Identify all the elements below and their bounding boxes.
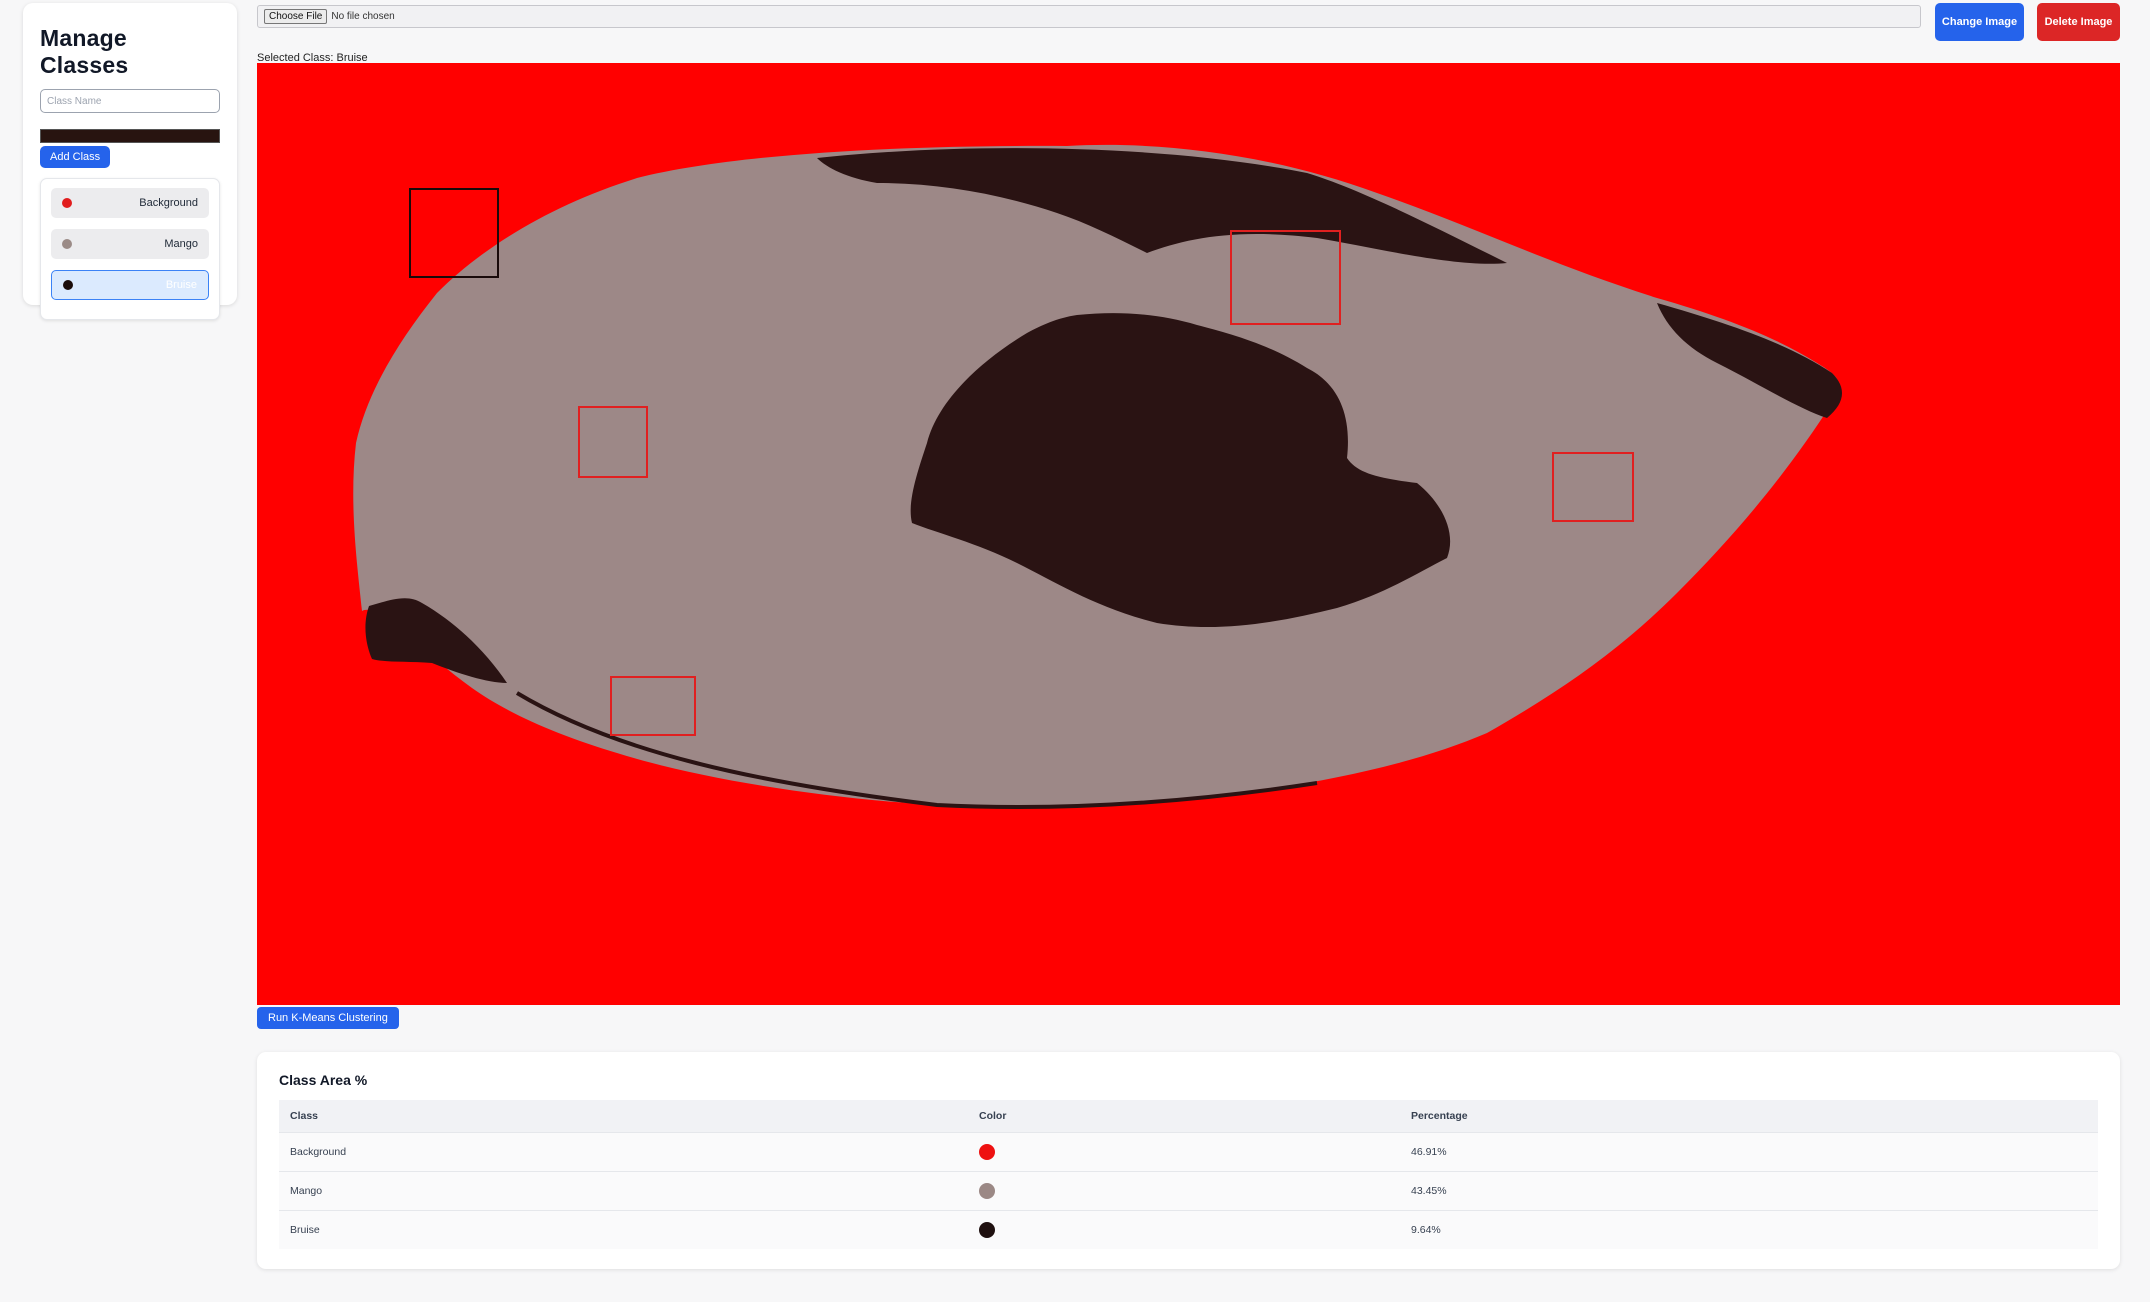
bruise-top-edge	[817, 148, 1507, 264]
cell-class: Bruise	[279, 1210, 968, 1249]
file-input[interactable]: Choose File No file chosen	[257, 5, 1921, 28]
class-item-label: Mango	[164, 238, 198, 250]
table-row: Background 46.91%	[279, 1132, 2098, 1172]
table-header-row: Class Color Percentage	[279, 1100, 2098, 1133]
color-dot	[979, 1183, 995, 1199]
class-color-dot	[62, 198, 72, 208]
run-kmeans-button[interactable]: Run K-Means Clustering	[257, 1007, 399, 1029]
class-item-label: Background	[139, 197, 198, 209]
cell-class: Background	[279, 1132, 968, 1172]
cell-percentage: 9.64%	[1400, 1210, 2098, 1249]
selected-class-label: Selected Class: Bruise	[257, 52, 368, 64]
class-color-dot	[62, 239, 72, 249]
color-dot	[979, 1144, 995, 1160]
annotation-box	[1552, 452, 1634, 522]
cell-color	[968, 1210, 1400, 1249]
class-item-bruise[interactable]: Bruise	[51, 270, 209, 300]
header-class: Class	[279, 1100, 968, 1133]
class-area-table: Class Color Percentage Background 46.91%…	[279, 1100, 2098, 1249]
manage-classes-panel: Manage Classes Add Class Background Mang…	[23, 3, 237, 320]
class-area-card: Class Area % Class Color Percentage Back…	[257, 1052, 2120, 1269]
table-row: Bruise 9.64%	[279, 1210, 2098, 1249]
bruise-central-region	[910, 313, 1451, 628]
delete-image-button[interactable]: Delete Image	[2037, 3, 2120, 41]
cell-percentage: 43.45%	[1400, 1171, 2098, 1211]
header-color: Color	[968, 1100, 1400, 1133]
cell-color	[968, 1171, 1400, 1211]
table-row: Mango 43.45%	[279, 1171, 2098, 1211]
annotation-box	[1230, 230, 1341, 325]
cell-percentage: 46.91%	[1400, 1132, 2098, 1172]
file-status-text: No file chosen	[331, 11, 395, 22]
color-dot	[979, 1222, 995, 1238]
panel-title: Manage Classes	[40, 25, 129, 78]
change-image-button[interactable]: Change Image	[1935, 3, 2024, 41]
bruise-bottom-edge	[515, 691, 1318, 809]
annotation-box	[409, 188, 499, 278]
annotation-box	[578, 406, 648, 478]
class-area-title: Class Area %	[279, 1072, 368, 1088]
segmentation-canvas[interactable]	[257, 63, 2120, 1005]
class-list: Background Mango Bruise	[40, 178, 220, 320]
class-item-label: Bruise	[165, 279, 197, 291]
cell-class: Mango	[279, 1171, 968, 1211]
header-percentage: Percentage	[1400, 1100, 2098, 1133]
class-name-input[interactable]	[40, 89, 220, 113]
class-item-background[interactable]: Background	[51, 188, 209, 218]
segmentation-image	[257, 63, 2120, 1005]
add-class-button[interactable]: Add Class	[40, 146, 111, 168]
class-color-dot	[63, 280, 73, 290]
annotation-box	[610, 676, 696, 736]
choose-file-button[interactable]: Choose File	[264, 9, 328, 24]
bruise-right-tip	[1657, 303, 1843, 418]
class-item-mango[interactable]: Mango	[51, 229, 209, 259]
cell-color	[968, 1132, 1400, 1172]
bruise-stem	[365, 598, 507, 683]
class-color-picker[interactable]	[40, 129, 220, 143]
